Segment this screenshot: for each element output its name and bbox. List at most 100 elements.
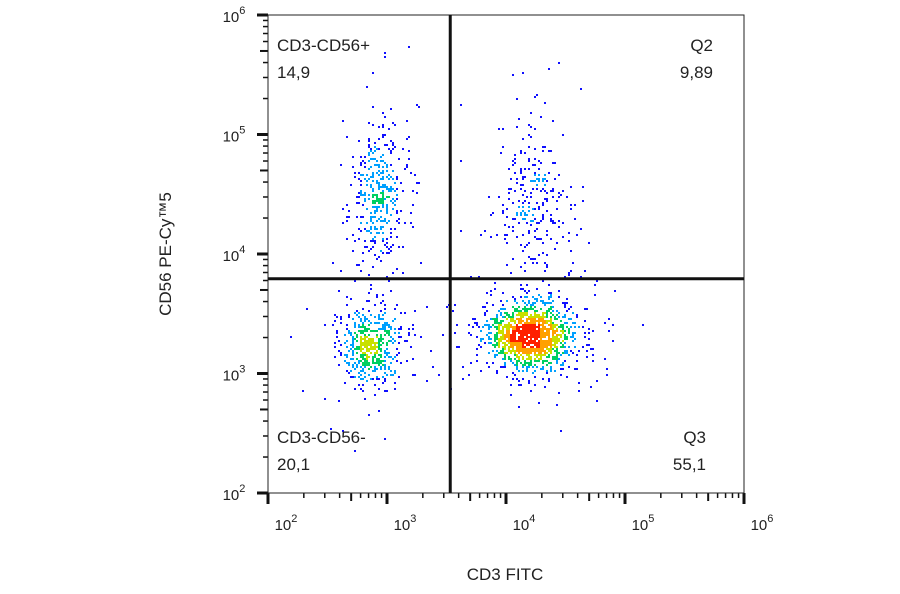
event-dot — [526, 366, 528, 368]
event-dot — [384, 56, 386, 58]
event-dot — [394, 182, 396, 184]
event-dot — [512, 336, 514, 338]
event-dot — [540, 116, 542, 118]
event-dot — [400, 336, 402, 338]
event-dot — [368, 168, 370, 170]
event-dot — [502, 328, 504, 330]
event-dot — [394, 228, 396, 230]
event-dot — [568, 272, 570, 274]
event-dot — [522, 338, 524, 340]
event-dot — [572, 312, 574, 314]
event-dot — [384, 324, 386, 326]
event-dot — [566, 196, 568, 198]
event-dot — [458, 346, 460, 348]
event-dot — [376, 232, 378, 234]
event-dot — [512, 340, 514, 342]
event-dot — [366, 208, 368, 210]
event-dot — [380, 198, 382, 200]
quadrant-gates[interactable] — [268, 15, 744, 493]
event-dot — [506, 324, 508, 326]
event-dot — [394, 190, 396, 192]
event-dot — [360, 330, 362, 332]
event-dot — [372, 158, 374, 160]
event-dot — [534, 148, 536, 150]
event-dot — [606, 374, 608, 376]
event-dot — [366, 86, 368, 88]
event-dot — [350, 344, 352, 346]
event-dot — [460, 104, 462, 106]
event-dot — [528, 330, 530, 332]
event-dot — [556, 336, 558, 338]
event-dot — [532, 322, 534, 324]
event-dot — [522, 316, 524, 318]
event-dot — [538, 322, 540, 324]
event-dot — [542, 350, 544, 352]
event-dot — [534, 344, 536, 346]
event-dot — [354, 388, 356, 390]
event-dot — [426, 306, 428, 308]
event-dot — [374, 370, 376, 372]
event-dot — [534, 320, 536, 322]
event-dot — [532, 220, 534, 222]
event-dot — [390, 362, 392, 364]
event-dot — [502, 352, 504, 354]
event-dot — [556, 330, 558, 332]
event-dot — [536, 348, 538, 350]
event-dot — [528, 168, 530, 170]
event-dot — [388, 324, 390, 326]
event-dot — [468, 374, 470, 376]
event-dot — [382, 186, 384, 188]
event-dot — [500, 330, 502, 332]
event-dot — [510, 384, 512, 386]
event-dot — [392, 198, 394, 200]
event-dot — [524, 332, 526, 334]
event-dot — [500, 336, 502, 338]
event-dot — [522, 206, 524, 208]
event-dot — [504, 334, 506, 336]
event-dot — [368, 414, 370, 416]
event-dot — [374, 254, 376, 256]
event-dot — [542, 318, 544, 320]
event-dot — [522, 344, 524, 346]
event-dot — [390, 356, 392, 358]
event-dot — [366, 360, 368, 362]
event-dot — [462, 366, 464, 368]
event-dot — [508, 168, 510, 170]
event-dot — [534, 334, 536, 336]
event-dot — [374, 228, 376, 230]
event-dot — [542, 188, 544, 190]
event-dot — [386, 186, 388, 188]
event-dot — [550, 308, 552, 310]
event-dot — [582, 326, 584, 328]
event-dot — [380, 186, 382, 188]
event-dot — [540, 368, 542, 370]
event-dot — [354, 280, 356, 282]
event-dot — [374, 150, 376, 152]
event-dot — [380, 192, 382, 194]
event-dot — [364, 342, 366, 344]
event-dot — [370, 184, 372, 186]
event-dot — [550, 306, 552, 308]
event-dot — [368, 348, 370, 350]
event-dot — [368, 338, 370, 340]
event-dot — [368, 310, 370, 312]
event-dot — [502, 128, 504, 130]
event-dot — [372, 342, 374, 344]
event-dot — [526, 332, 528, 334]
event-dot — [514, 364, 516, 366]
event-dot — [536, 178, 538, 180]
event-dot — [546, 234, 548, 236]
event-dot — [558, 296, 560, 298]
event-dot — [552, 300, 554, 302]
event-dot — [356, 196, 358, 198]
event-dot — [548, 324, 550, 326]
event-dot — [494, 346, 496, 348]
event-dot — [352, 336, 354, 338]
event-dot — [490, 236, 492, 238]
event-dot — [516, 326, 518, 328]
event-dot — [526, 362, 528, 364]
event-dot — [406, 164, 408, 166]
event-dot — [596, 380, 598, 382]
event-dot — [552, 332, 554, 334]
event-dot — [430, 350, 432, 352]
